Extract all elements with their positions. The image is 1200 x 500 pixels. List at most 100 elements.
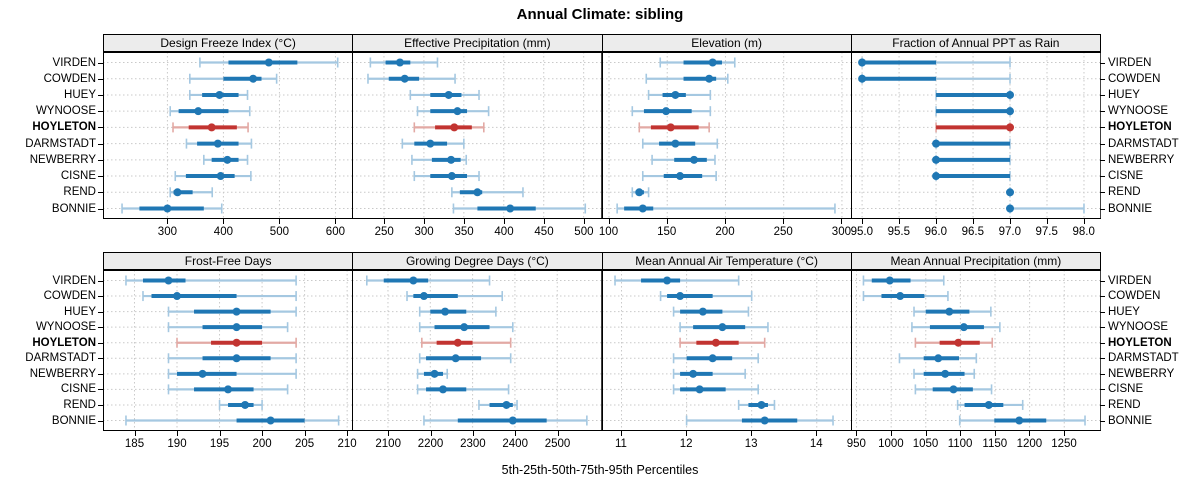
x-tick-label: 2500	[544, 438, 571, 450]
median-dot	[460, 323, 469, 332]
station-row-HUEY	[672, 306, 749, 317]
station-row-NEWBERRY	[167, 368, 297, 379]
station-row-HUEY	[189, 89, 249, 100]
median-dot	[931, 172, 940, 181]
median-dot	[473, 188, 482, 197]
row-tick-left	[98, 342, 103, 344]
median-dot	[708, 58, 717, 67]
station-row-HOYLETON	[935, 122, 1014, 133]
x-axis-tick	[557, 431, 559, 436]
median-dot	[266, 416, 275, 425]
median-dot	[506, 204, 515, 213]
station-row-REND	[478, 399, 519, 410]
row-tick-right	[1100, 159, 1105, 161]
median-dot	[207, 123, 216, 132]
median-dot	[213, 139, 222, 148]
median-dot	[400, 74, 409, 83]
x-tick-label: 12	[679, 438, 693, 450]
row-tick-left	[98, 176, 103, 178]
station-row-HOYLETON	[421, 337, 512, 348]
station-label-right: HUEY	[1108, 305, 1140, 318]
x-tick-label: 205	[295, 438, 315, 450]
row-tick-right	[1100, 192, 1105, 194]
x-axis-tick	[177, 431, 178, 436]
station-row-NEWBERRY	[650, 154, 716, 165]
station-row-COWDEN	[862, 291, 949, 302]
median-dot	[634, 188, 643, 197]
station-label-left: REND	[63, 186, 96, 199]
station-row-CISNE	[672, 384, 759, 395]
row-tick-right	[1100, 373, 1105, 375]
median-dot	[940, 369, 949, 378]
x-axis-tick	[856, 431, 858, 436]
station-row-HUEY	[935, 89, 1014, 100]
station-label-right: BONNIE	[1108, 202, 1153, 215]
station-row-REND	[1005, 187, 1014, 198]
station-label-right: COWDEN	[1108, 72, 1161, 85]
panel-header-growing-degree-days: Growing Degree Days (°C)	[352, 252, 603, 270]
station-row-COWDEN	[857, 73, 1011, 84]
x-tick-label: 96.5	[961, 226, 984, 238]
station-row-HOYLETON	[678, 337, 765, 348]
station-label-left: CISNE	[60, 170, 96, 183]
median-dot	[708, 354, 717, 363]
median-dot	[949, 385, 958, 394]
x-axis-tick	[279, 219, 281, 224]
row-tick-left	[98, 373, 103, 375]
station-row-VIRDEN	[613, 275, 739, 286]
x-tick-label: 190	[167, 438, 187, 450]
station-row-HUEY	[647, 89, 711, 100]
station-row-WYNOOSE	[678, 322, 769, 333]
panel-header-mean-annual-precipitation: Mean Annual Precipitation (mm)	[850, 252, 1101, 270]
station-row-HUEY	[409, 89, 481, 100]
station-row-DARMSTADT	[931, 138, 1011, 149]
chart-title: Annual Climate: sibling	[516, 6, 684, 23]
x-tick-label: 2200	[417, 438, 444, 450]
x-axis-tick	[223, 219, 225, 224]
station-row-BONNIE	[958, 415, 1086, 426]
median-dot	[857, 74, 866, 83]
median-dot	[717, 323, 726, 332]
x-tick-label: 96.0	[924, 226, 947, 238]
x-tick-label: 1150	[982, 438, 1008, 450]
x-axis-tick	[1009, 219, 1011, 224]
panel-header-fraction-annual-ppt-as-rain: Fraction of Annual PPT as Rain	[850, 34, 1101, 52]
median-dot	[945, 307, 954, 316]
station-row-COWDEN	[367, 73, 457, 84]
station-label-right: HUEY	[1108, 88, 1140, 101]
row-tick-right	[1100, 311, 1105, 313]
row-tick-right	[1100, 143, 1105, 145]
station-row-NEWBERRY	[411, 154, 468, 165]
station-label-left: NEWBERRY	[29, 367, 96, 380]
x-axis-tick	[816, 431, 818, 436]
x-axis-tick	[751, 431, 753, 436]
median-dot	[441, 307, 450, 316]
row-tick-left	[98, 358, 103, 360]
x-axis-tick	[335, 219, 337, 224]
median-dot	[420, 292, 429, 301]
station-row-REND	[737, 399, 775, 410]
x-tick-label: 500	[269, 226, 289, 238]
station-row-WYNOOSE	[935, 106, 1014, 117]
station-label-right: HOYLETON	[1108, 336, 1172, 349]
row-tick-right	[1100, 358, 1105, 360]
station-label-right: BONNIE	[1108, 414, 1153, 427]
median-dot	[396, 58, 405, 67]
row-tick-right	[1100, 62, 1105, 64]
x-tick-label: 100	[598, 226, 619, 238]
x-tick-label: 150	[657, 226, 677, 238]
row-tick-right	[1100, 94, 1105, 96]
x-axis-tick	[134, 431, 136, 436]
station-row-VIRDEN	[369, 57, 439, 68]
station-row-BONNIE	[125, 415, 340, 426]
x-tick-label: 11	[615, 438, 627, 450]
row-tick-left	[98, 389, 103, 391]
x-tick-label: 14	[809, 438, 823, 450]
median-dot	[1005, 90, 1014, 99]
station-label-right: CISNE	[1108, 383, 1144, 396]
median-dot	[241, 400, 250, 409]
station-row-WYNOOSE	[910, 322, 1001, 333]
row-tick-left	[98, 404, 103, 406]
station-row-NEWBERRY	[912, 368, 975, 379]
